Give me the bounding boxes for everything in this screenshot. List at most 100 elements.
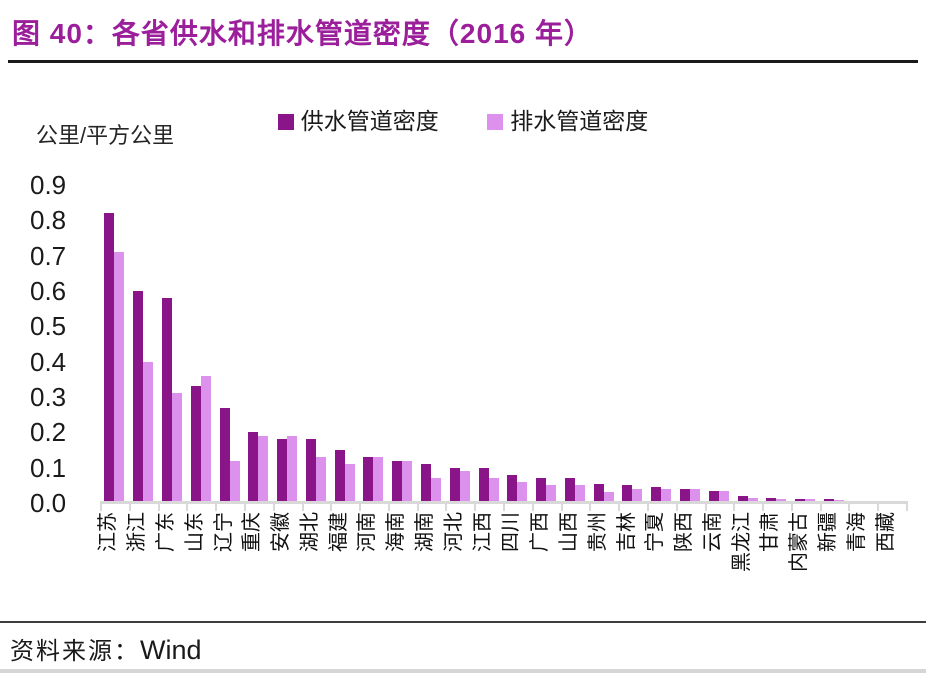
bar-drainage [517,482,528,503]
bar-supply [277,439,288,503]
x-axis-tick [704,503,707,511]
bar-drainage [747,498,758,503]
bar-supply [449,468,460,503]
x-axis-tick [243,503,246,511]
x-axis-tick [589,503,592,511]
y-tick-label: 0.7 [30,240,67,271]
x-tick-label: 河北 [442,512,465,552]
bar-supply [593,484,604,503]
x-axis-tick [186,503,189,511]
x-tick-label: 湖南 [414,512,437,552]
bar-supply [305,439,316,503]
bar-group [474,185,503,503]
x-tick-label: 宁夏 [644,512,667,552]
y-tick-label: 0.3 [30,382,67,412]
bar-group [215,185,244,503]
y-tick-label: 0.9 [30,170,67,200]
page-bottom-edge [0,669,926,673]
y-axis-unit-label: 公里/平方公里 [36,123,175,148]
x-tick-label: 黑龙江 [730,512,753,572]
bar-group [647,185,676,503]
x-axis-tick [848,503,851,511]
bar-drainage [488,478,499,503]
bar-group [762,185,791,503]
bar-drainage [690,489,701,503]
bar-group [589,185,618,503]
bar-group [417,185,446,503]
x-tick-label: 湖北 [298,512,321,552]
bar-supply [536,478,547,503]
x-tick-label: 重庆 [241,512,264,552]
legend-label-drainage: 排水管道密度 [510,108,649,134]
legend-item-supply: 供水管道密度 [277,102,439,136]
x-tick-label: 甘肃 [759,512,782,552]
x-tick-label: 江西 [471,512,494,552]
bar-group [676,185,705,503]
x-axis-tick [215,503,218,511]
x-tick-label: 青海 [845,512,868,552]
bar-supply [622,485,633,503]
x-tick-label: 浙江 [126,512,149,552]
bar-group [100,185,129,503]
bar-group [733,185,762,503]
legend-item-drainage: 排水管道密度 [487,102,648,136]
bar-drainage [171,393,182,503]
bar-group [848,185,877,503]
bar-drainage [200,376,211,503]
x-axis-tick [359,503,362,511]
bar-drainage [114,252,125,503]
x-axis-tick [330,503,333,511]
bar-supply [708,491,719,503]
bar-drainage [143,362,154,503]
y-tick-label: 0.4 [30,346,67,377]
bar-drainage [287,436,298,503]
bar-group [532,185,561,503]
bar-group [561,185,590,503]
bar-supply [104,213,115,503]
y-tick-label: 0.2 [30,417,67,448]
x-axis-tick [675,503,678,511]
x-tick-label: 吉林 [615,512,638,552]
x-tick-label: 内蒙古 [788,512,811,572]
x-axis-tick [790,503,793,511]
source-value: Wind [140,635,202,665]
x-axis-tick [531,503,534,511]
bar-group [503,185,532,503]
plot-area [100,185,906,503]
bar-group [791,185,820,503]
bar-supply [420,464,431,503]
bar-drainage [402,461,413,503]
x-axis-tick [272,503,275,511]
bar-supply [766,498,777,503]
x-axis-tick [733,503,736,511]
x-axis-tick [387,503,390,511]
x-tick-label: 江苏 [97,512,120,552]
x-tick-label: 新疆 [817,512,840,552]
x-tick-label: 西藏 [874,512,897,552]
bar-supply [392,461,403,503]
bar-drainage [373,457,384,503]
x-tick-label: 安徽 [270,512,293,552]
bar-supply [248,432,259,503]
bar-drainage [315,457,326,503]
x-axis-tick [445,503,448,511]
bar-drainage [632,489,643,503]
x-tick-label: 河南 [356,512,379,552]
bar-group [129,185,158,503]
x-axis-tick [906,503,908,511]
y-tick-label: 0.6 [30,276,67,306]
x-axis-tick [560,503,563,511]
x-axis-tick [128,503,131,511]
bar-supply [564,478,575,503]
title-divider [8,60,918,63]
bar-group [330,185,359,503]
x-tick-label: 广东 [154,512,177,552]
figure-title: 图 40：各省供水和排水管道密度（2016 年） [12,18,593,49]
legend-label-supply: 供水管道密度 [300,108,439,134]
x-tick-label: 广西 [529,512,552,552]
x-axis-tick [503,503,505,511]
x-axis-tick [157,503,160,511]
bar-drainage [258,436,269,503]
bar-drainage [546,485,557,503]
